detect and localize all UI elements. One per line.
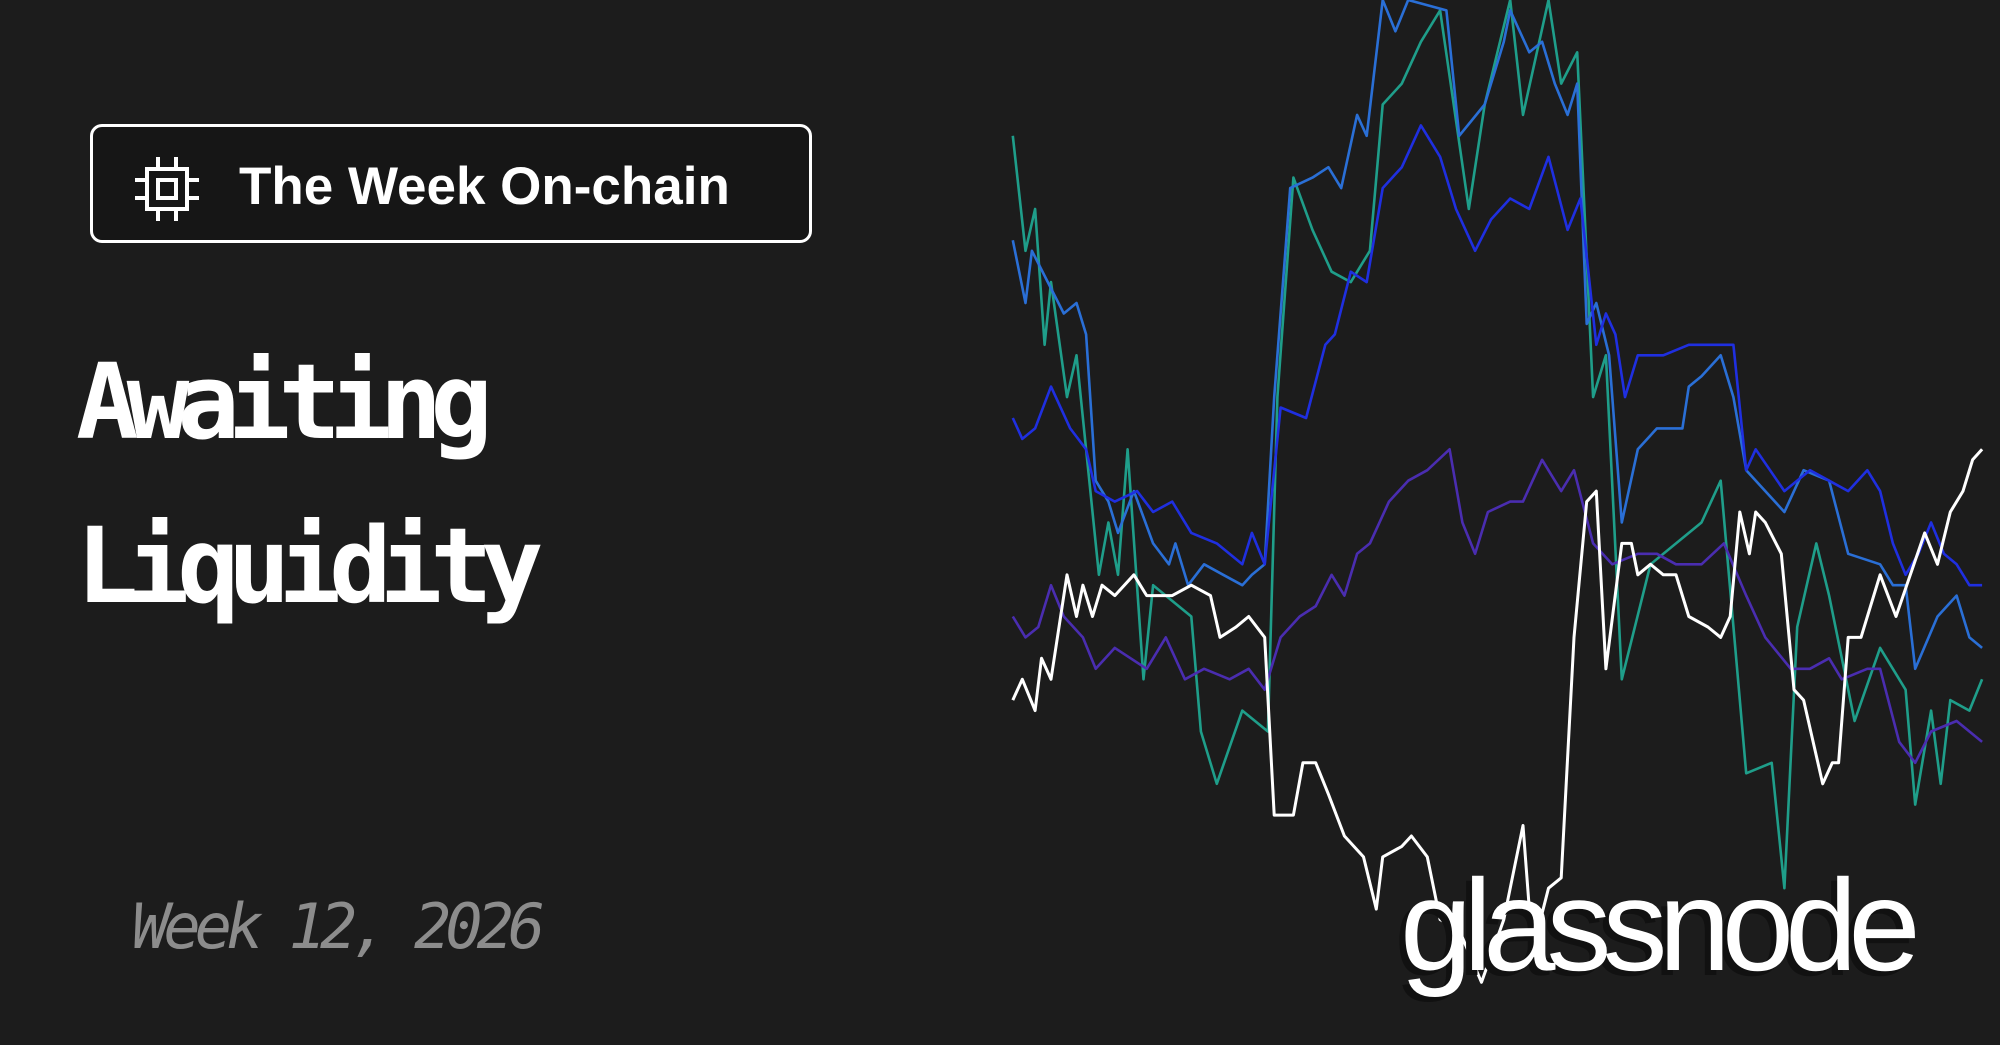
decorative-series-line-5 (1011, 448, 1984, 984)
badge-label: The Week On-chain (239, 157, 730, 216)
chip-icon (135, 157, 199, 221)
decorative-series-line-2 (1011, 0, 1983, 671)
decorative-series-line-3 (1011, 124, 1983, 587)
decorative-series-line-4 (1011, 447, 1983, 765)
week-date: Week 12, 2026 (132, 890, 545, 963)
decorative-series-line-1 (1011, 0, 1984, 890)
glassnode-logo: glassnode (1400, 852, 1921, 998)
series-badge: The Week On-chain (90, 124, 812, 243)
page-title-line-1: Awaiting (76, 341, 493, 463)
page-title-line-2: Liquidity (76, 505, 544, 627)
